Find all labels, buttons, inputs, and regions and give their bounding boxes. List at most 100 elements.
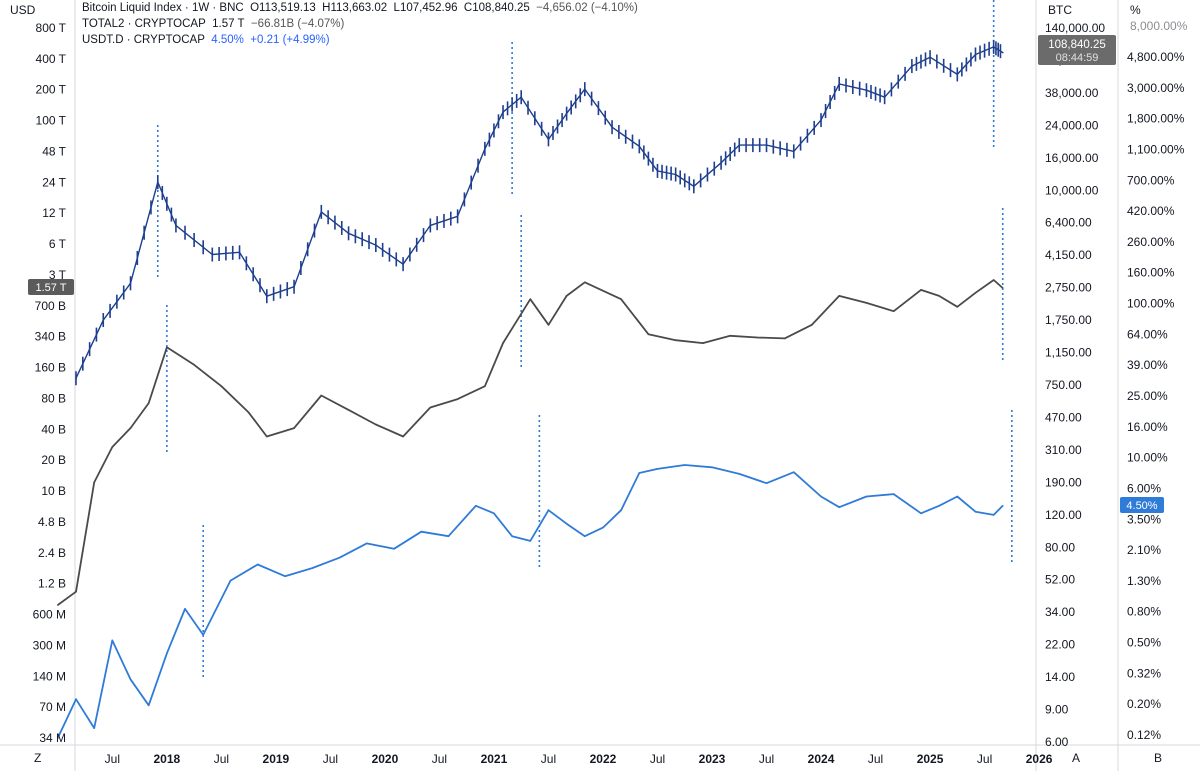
left-tick-label: 20 B (41, 453, 66, 467)
series-point (375, 423, 377, 426)
time-tick-label: 2024 (808, 752, 835, 766)
series-line (56, 464, 1004, 739)
legend-total2-value: 1.57 T (212, 18, 245, 30)
legend-usdt-value: 4.50% (211, 34, 244, 46)
series-point (311, 567, 314, 569)
series-point (402, 435, 404, 438)
series-point (202, 634, 204, 636)
series-point (992, 514, 995, 516)
usdt-dominance-badge: 4.50% (1120, 497, 1164, 513)
usdt-badge-text: 4.50% (1126, 500, 1157, 512)
time-tick-label: 2022 (590, 752, 617, 766)
series-point (820, 119, 822, 121)
legend-btc[interactable]: Bitcoin Liquid Index · 1W · BNC O113,519… (82, 2, 638, 14)
btc-tick-label: 120.00 (1045, 508, 1082, 522)
series-point (93, 481, 95, 484)
series-point (565, 112, 568, 115)
series-point (347, 409, 350, 411)
percent-tick-label: 3.50% (1127, 512, 1161, 526)
series-point (674, 339, 677, 342)
btc-tick-label: 34.00 (1045, 605, 1075, 619)
series-point (220, 385, 223, 387)
percent-tick-label: 0.12% (1127, 728, 1161, 742)
series-point (211, 253, 214, 256)
series-point (111, 446, 114, 448)
series-point (892, 493, 895, 495)
left-axis-ticks: 800 T 400 T 200 T 100 T 48 T 24 T 12 T 6 T 3 T 70… (33, 21, 67, 745)
series-point (238, 251, 241, 254)
zoom-toggle-button[interactable]: Z (34, 751, 41, 765)
btc-price-badge: 108,840.25 08:44:59 (1038, 35, 1116, 65)
series-point (166, 652, 168, 655)
left-tick-label: 600 M (33, 608, 66, 622)
series-point (102, 319, 105, 321)
series-point (93, 727, 95, 729)
time-tick-label: Jul (541, 752, 556, 766)
series-point (911, 65, 913, 67)
series-point (838, 295, 840, 297)
series-point (702, 342, 704, 344)
percent-tick-label: 0.20% (1127, 697, 1161, 711)
total2-price-badge: 1.57 T (28, 279, 74, 295)
series-point (992, 46, 995, 48)
series-point (938, 504, 940, 507)
series-point (865, 89, 868, 92)
time-tick-label: Jul (759, 752, 774, 766)
time-tick-label: 2023 (699, 752, 726, 766)
btc-tick-label: 22.00 (1045, 638, 1075, 652)
btc-badge-price: 108,840.25 (1048, 39, 1106, 51)
legend-usdt-name: USDT.D · CRYPTOCAP (82, 34, 205, 46)
time-tick-label: 2026 (1026, 752, 1053, 766)
series-point (338, 556, 341, 559)
percent-tick-label: 0.32% (1127, 666, 1161, 680)
log-scale-button[interactable]: B (1154, 751, 1162, 765)
percent-tick-label: 6.00% (1127, 481, 1161, 495)
series-point (783, 337, 786, 340)
left-tick-label: 3 T (49, 268, 67, 282)
series-point (456, 398, 459, 400)
legend-total2[interactable]: TOTAL2 · CRYPTOCAP 1.57 T −66.81B (−4.07… (82, 18, 344, 30)
btc-tick-label: 52.00 (1045, 573, 1075, 587)
series-layer (56, 39, 1004, 739)
series-point (129, 427, 132, 429)
percent-tick-label: 3,000.00% (1127, 81, 1185, 95)
series-point (529, 298, 532, 301)
btc-tick-label: 1,750.00 (1045, 313, 1092, 327)
series-point (57, 737, 59, 739)
series-point (656, 468, 659, 470)
left-tick-label: 1.2 B (38, 577, 66, 591)
series-point (865, 495, 868, 498)
auto-scale-button[interactable]: A (1072, 751, 1080, 765)
percent-axis-unit: % (1130, 3, 1141, 17)
series-point (156, 181, 159, 183)
series-point (456, 215, 459, 218)
series-point (429, 406, 432, 409)
percent-tick-label: 10.00% (1127, 451, 1168, 465)
btc-tick-label: 10,000.00 (1045, 183, 1099, 197)
total2-badge-text: 1.57 T (36, 282, 67, 294)
series-point (347, 232, 350, 235)
legend-btc-low: L107,452.96 (393, 2, 458, 14)
series-point (792, 471, 795, 473)
left-tick-label: 80 B (41, 391, 66, 405)
series-point (320, 394, 323, 397)
series-point (992, 279, 995, 281)
legend-total2-change: −66.81B (−4.07%) (250, 18, 345, 30)
series-point (638, 145, 641, 148)
series-point (1001, 51, 1004, 54)
series-point (547, 324, 550, 326)
series-point (256, 563, 259, 566)
left-tick-label: 340 B (35, 330, 66, 344)
series-point (765, 144, 768, 146)
legend-usdt[interactable]: USDT.D · CRYPTOCAP 4.50% +0.21 (+4.99%) (82, 34, 330, 46)
left-axis-unit: USD (10, 3, 36, 17)
left-tick-label: 200 T (36, 83, 67, 97)
series-point (293, 427, 295, 429)
series-point (584, 535, 586, 537)
percent-tick-label: 16.00% (1127, 420, 1168, 434)
series-point (938, 295, 940, 297)
percent-tick-label: 1,100.00% (1127, 142, 1185, 156)
series-point (729, 335, 731, 337)
series-point (620, 298, 622, 301)
